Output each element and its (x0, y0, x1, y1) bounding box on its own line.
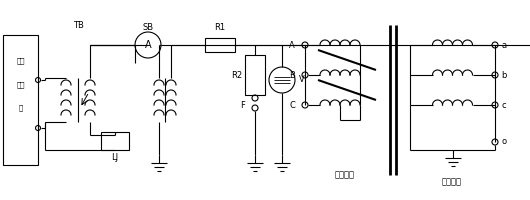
Text: F: F (241, 102, 245, 110)
Text: c: c (501, 100, 506, 110)
Text: SB: SB (143, 22, 154, 31)
Circle shape (269, 67, 295, 93)
Bar (205, 38, 235, 52)
Text: A: A (145, 40, 151, 50)
Text: V: V (299, 75, 305, 84)
Bar (245, 55, 265, 95)
Text: 低压线圈: 低压线圈 (442, 178, 462, 186)
Text: 调压: 调压 (16, 58, 25, 64)
Text: 控制: 控制 (16, 81, 25, 88)
Text: LJ: LJ (111, 154, 119, 162)
Text: 箱: 箱 (19, 104, 23, 111)
Bar (3, 35, 38, 165)
Text: o: o (501, 138, 506, 146)
Text: R2: R2 (232, 71, 243, 79)
Text: a: a (501, 40, 506, 49)
Text: C: C (289, 100, 295, 110)
Text: B: B (289, 71, 295, 79)
Text: 高压线圈: 高压线圈 (335, 170, 355, 180)
Circle shape (135, 32, 161, 58)
Text: A: A (289, 40, 295, 49)
Text: TB: TB (73, 21, 83, 29)
Text: R1: R1 (215, 23, 226, 32)
Text: b: b (501, 71, 506, 79)
Bar (101, 132, 129, 150)
